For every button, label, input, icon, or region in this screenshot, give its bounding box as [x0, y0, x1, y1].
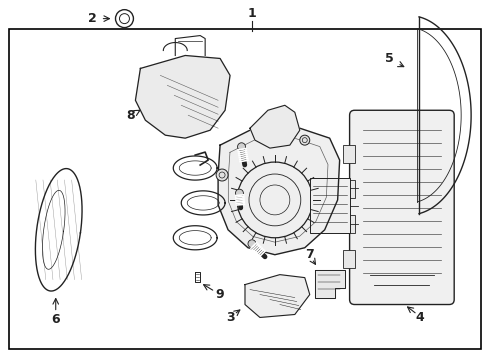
Text: 5: 5 [385, 52, 394, 65]
Bar [343, 180, 355, 198]
Text: 2: 2 [88, 12, 97, 25]
Bar [310, 178, 349, 233]
FancyBboxPatch shape [349, 110, 454, 305]
Bar [343, 215, 355, 233]
Circle shape [248, 240, 256, 248]
Bar [343, 250, 355, 268]
Text: 8: 8 [126, 109, 135, 122]
Circle shape [216, 169, 228, 181]
Polygon shape [250, 105, 300, 148]
Circle shape [238, 143, 245, 151]
Text: 7: 7 [305, 248, 314, 261]
Text: 4: 4 [415, 311, 424, 324]
Text: 6: 6 [51, 313, 60, 326]
Text: 9: 9 [216, 288, 224, 301]
Circle shape [235, 189, 244, 197]
Bar [9, 28, 481, 349]
Bar [343, 145, 355, 163]
Polygon shape [218, 128, 340, 255]
Text: 1: 1 [247, 7, 256, 20]
Polygon shape [135, 55, 230, 138]
Text: 3: 3 [226, 311, 234, 324]
Polygon shape [245, 275, 310, 318]
Polygon shape [315, 270, 344, 298]
Circle shape [300, 135, 310, 145]
